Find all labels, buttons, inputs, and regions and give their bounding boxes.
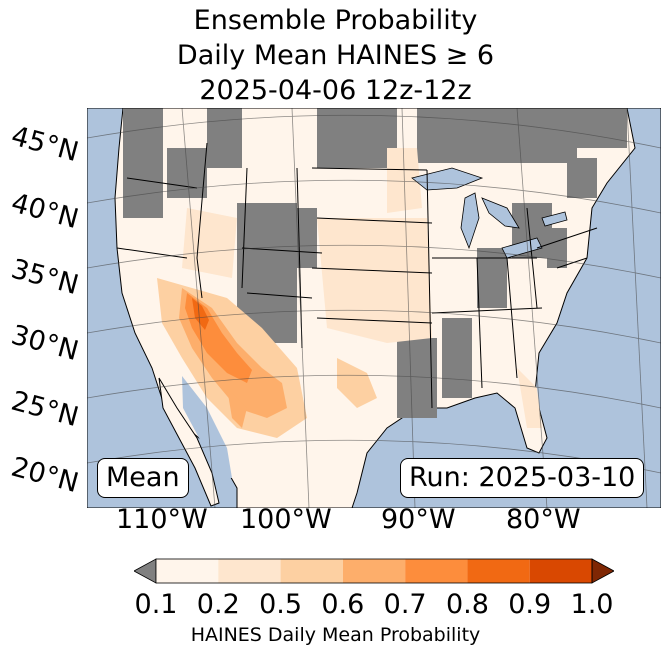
colorbar-tick-label: 0.1 [134, 589, 178, 620]
colorbar-cell [280, 559, 343, 583]
colorbar-tick-label: 0.2 [196, 589, 240, 620]
graticule [87, 108, 661, 508]
colorbar-under-arrow [134, 558, 157, 584]
colorbar-tick-label: 0.5 [259, 589, 303, 620]
colorbar-cell [218, 559, 281, 583]
run-date-box: Run: 2025-03-10 [400, 458, 645, 498]
title-line-2: Daily Mean HAINES ≥ 6 [176, 40, 495, 71]
colorbar-cell [405, 559, 468, 583]
gulf-of-california [182, 376, 232, 478]
lat-label-40: 40°N [7, 187, 82, 236]
lat-label-20: 20°N [7, 451, 82, 500]
lat-label-45: 45°N [7, 120, 82, 169]
colorbar-tick-label: 0.6 [321, 589, 365, 620]
lat-label-35: 35°N [7, 253, 82, 302]
lon-label-110: 110°W [116, 504, 208, 535]
great-lakes [411, 167, 568, 259]
colorbar [134, 558, 614, 584]
colorbar-cell [467, 559, 530, 583]
colorbar-cell [529, 559, 592, 583]
lon-label-80: 80°W [506, 504, 581, 535]
lon-label-90: 90°W [381, 504, 456, 535]
title-line-3: 2025-04-06 12z-12z [199, 75, 472, 106]
lat-label-30: 30°N [7, 319, 82, 368]
probability-map [87, 108, 661, 508]
lon-label-100: 100°W [240, 504, 332, 535]
lat-label-25: 25°N [7, 385, 82, 434]
colorbar-tick-label: 0.7 [383, 589, 427, 620]
colorbar-over-arrow [591, 558, 614, 584]
title-line-1: Ensemble Probability [193, 5, 478, 36]
state-borders [116, 142, 598, 409]
colorbar-cell [156, 559, 219, 583]
colorbar-tick-label: 0.8 [445, 589, 489, 620]
colorbar-cells [156, 559, 592, 583]
mean-label-box: Mean [97, 458, 189, 498]
colorbar-label: HAINES Daily Mean Probability [190, 624, 481, 646]
no-data-areas [123, 108, 627, 418]
colorbar-cell [342, 559, 406, 583]
colorbar-tick-label: 1.0 [570, 589, 614, 620]
colorbar-tick-label: 0.9 [508, 589, 552, 620]
